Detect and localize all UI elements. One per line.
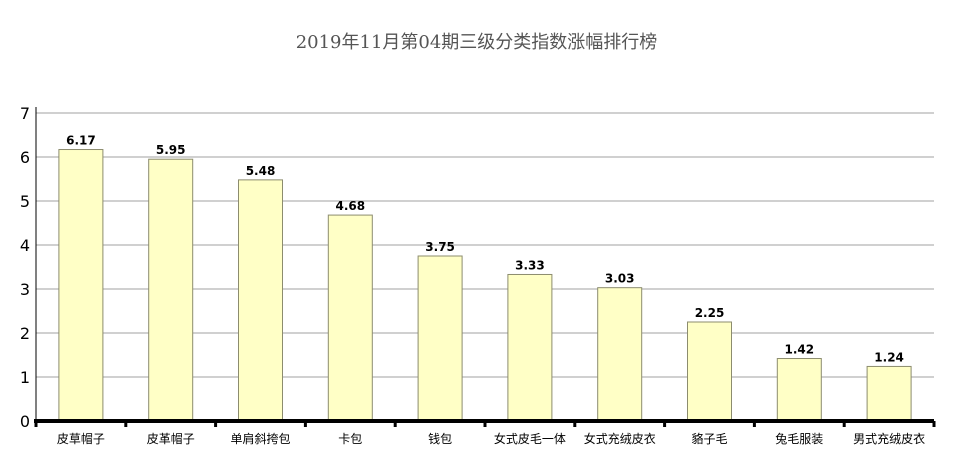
data-label: 3.03 <box>605 272 635 286</box>
bar <box>327 214 373 422</box>
x-tick-label: 单肩斜挎包 <box>230 431 290 446</box>
data-label: 2.25 <box>695 306 725 320</box>
y-tick-label: 0 <box>20 412 30 431</box>
y-tick-label: 3 <box>20 280 30 299</box>
data-label: 5.48 <box>246 164 276 178</box>
y-tick-label: 5 <box>20 192 30 211</box>
data-label: 6.17 <box>66 134 96 148</box>
x-tick-label: 皮革帽子 <box>147 431 195 446</box>
bar <box>238 179 283 422</box>
x-tick-label: 兔毛服装 <box>775 431 823 446</box>
bar <box>687 321 732 422</box>
y-tick-label: 7 <box>20 104 30 123</box>
data-label: 1.42 <box>784 343 814 357</box>
bar <box>597 287 643 422</box>
y-tick-label: 4 <box>20 236 30 255</box>
y-tick-label: 1 <box>20 368 30 387</box>
data-label: 4.68 <box>335 199 365 213</box>
x-tick-label: 女式皮毛一体 <box>494 431 566 446</box>
bar <box>417 255 463 422</box>
y-tick-label: 6 <box>20 148 30 167</box>
data-label: 1.24 <box>874 350 904 364</box>
y-tick-label: 2 <box>20 324 30 343</box>
x-tick-label: 女式充绒皮衣 <box>584 431 656 446</box>
bar <box>776 358 822 422</box>
x-tick-label: 卡包 <box>338 432 362 446</box>
bar <box>148 158 194 422</box>
x-tick-label: 貉子毛 <box>691 431 727 446</box>
data-label: 3.33 <box>515 258 545 272</box>
x-tick-label: 钱包 <box>428 431 452 446</box>
bar <box>866 365 912 422</box>
bar <box>58 149 104 422</box>
data-label: 5.95 <box>156 143 186 157</box>
x-tick-label: 皮草帽子 <box>57 431 105 446</box>
x-tick-label: 男式充绒皮衣 <box>853 431 925 446</box>
chart-title: 2019年11月第04期三级分类指数涨幅排行榜 <box>295 32 658 53</box>
data-label: 3.75 <box>425 240 455 254</box>
bar <box>507 273 553 422</box>
